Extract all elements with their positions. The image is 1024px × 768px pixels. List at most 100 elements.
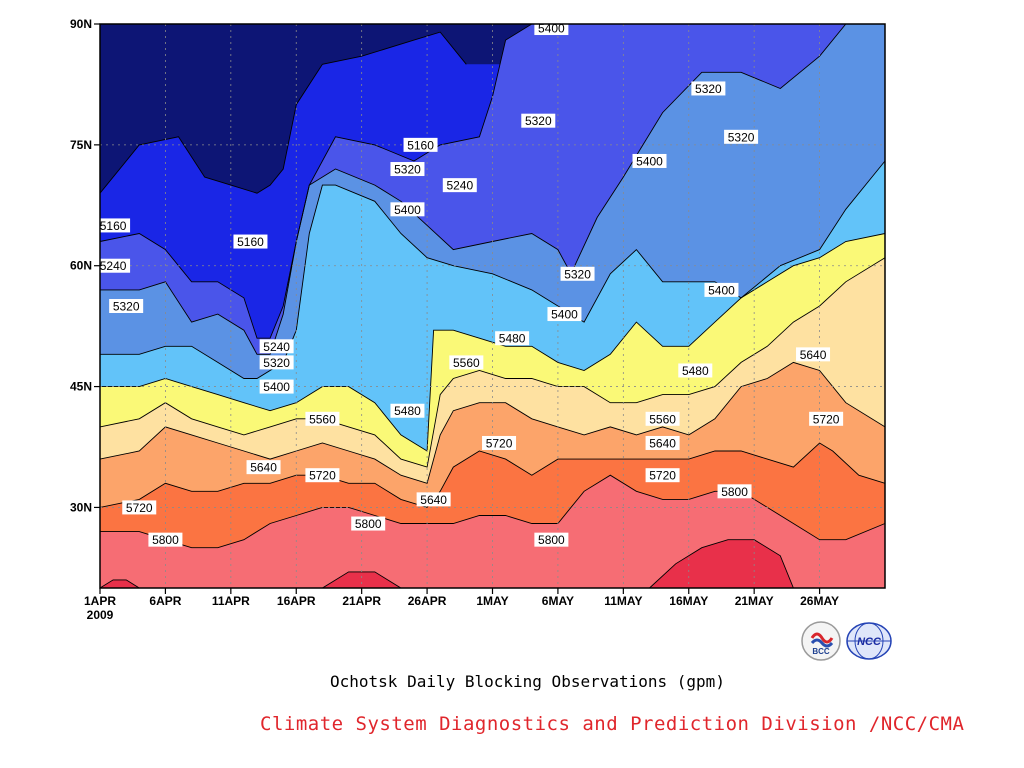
contour-label: 5400	[551, 308, 578, 322]
contour-line-5560	[99, 257, 886, 468]
contour-line-5640	[99, 361, 886, 484]
contour-label-box	[449, 355, 484, 370]
bcc-logo-icon: BCC	[800, 620, 842, 666]
contour-label-box	[390, 162, 425, 177]
contour-label-box	[495, 331, 530, 346]
contour-label: 5320	[263, 356, 290, 370]
contour-label: 5240	[100, 259, 127, 273]
contour-chart: 5400 5160 5240 5320 5320 5400 5320 5320 5400 5160…	[70, 17, 886, 622]
y-tick-label: 60N	[70, 259, 92, 273]
contour-label-box	[645, 435, 680, 450]
contour-label: 5400	[394, 203, 421, 217]
contour-label: 5320	[695, 82, 722, 96]
x-tick-label: 11MAY	[604, 594, 642, 608]
contour-label-box	[148, 532, 183, 547]
contour-label: 5320	[525, 114, 552, 128]
contour-label: 5720	[126, 501, 153, 515]
contour-label: 5320	[728, 130, 755, 144]
contour-label-box	[645, 468, 680, 483]
contour-label-box	[122, 500, 157, 515]
contour-label-box	[678, 363, 713, 378]
contour-line-5720	[99, 442, 886, 508]
contour-label-box	[534, 532, 569, 547]
y-tick-label: 90N	[70, 17, 92, 31]
contour-label-box	[442, 178, 477, 193]
contour-label-box	[645, 411, 680, 426]
contour-label-box	[796, 347, 831, 362]
ncc-logo-icon: NCC	[845, 620, 893, 666]
contour-label: 5240	[263, 340, 290, 354]
contour-label-box	[691, 81, 726, 96]
contour-label: 5800	[721, 485, 748, 499]
contour-label: 5640	[420, 493, 447, 507]
x-tick-label: 21MAY	[735, 594, 774, 608]
contour-label: 5480	[394, 404, 421, 418]
contour-label: 5160	[407, 138, 434, 152]
contour-label-box	[259, 339, 294, 354]
contour-label: 5160	[237, 235, 264, 249]
contour-label: 5240	[446, 179, 473, 193]
contour-label: 5320	[113, 300, 140, 314]
y-tick-label: 75N	[70, 138, 92, 152]
contour-label: 5160	[100, 219, 127, 233]
contour-label: 5640	[250, 461, 277, 475]
contour-label: 5720	[813, 412, 840, 426]
contour-label: 5400	[263, 380, 290, 394]
contour-labels: 5400 5160 5240 5320 5320 5400 5320 5320 5400 5160…	[96, 21, 844, 547]
contour-label-box	[259, 379, 294, 394]
contour-label-box	[351, 516, 386, 531]
contour-label: 5800	[355, 517, 382, 531]
svg-text:NCC: NCC	[857, 636, 882, 648]
y-tick-label: 30N	[70, 500, 92, 514]
contour-label-box	[632, 153, 667, 168]
x-tick-label: 1APR	[84, 594, 116, 608]
contour-label: 5480	[499, 332, 526, 346]
contour-label-box	[416, 492, 451, 507]
x-tick-label: 16APR	[277, 594, 316, 608]
x-tick-label: 6MAY	[542, 594, 574, 608]
contour-label-box	[305, 411, 340, 426]
axes: 30N 45N 60N 75N 90N 1APR 6APR 11APR 16APR 21APR 26…	[70, 17, 886, 622]
contour-label: 5480	[682, 364, 709, 378]
chart-title: Ochotsk Daily Blocking Observations (gpm…	[330, 672, 725, 691]
contour-label-box	[704, 282, 739, 297]
contour-label: 5720	[649, 469, 676, 483]
contour-line-5480	[100, 233, 886, 452]
credit-line: Climate System Diagnostics and Predictio…	[260, 713, 965, 735]
contour-label: 5640	[649, 436, 676, 450]
contour-label-box	[109, 299, 144, 313]
x-tick-label: 1MAY	[476, 594, 508, 608]
contour-label-box	[96, 258, 131, 273]
x-tick-label: 21APR	[342, 594, 381, 608]
contour-label-box	[403, 137, 438, 152]
contour-label-box	[246, 460, 281, 475]
x-tick-label: 26MAY	[800, 594, 839, 608]
contour-line-5160	[99, 31, 467, 194]
contour-label-box	[96, 218, 131, 233]
contour-label: 5720	[486, 436, 513, 450]
contour-label-box	[233, 234, 268, 249]
contour-label: 5800	[538, 533, 565, 547]
contour-label: 5400	[538, 22, 565, 36]
x-tick-label: 16MAY	[669, 594, 708, 608]
contour-label-box	[305, 468, 340, 483]
contour-label: 5560	[453, 356, 480, 370]
x-year-label: 2009	[87, 608, 114, 622]
contour-label-box	[521, 113, 556, 128]
contour-label: 5320	[394, 163, 421, 177]
contour-label-box	[717, 484, 752, 499]
contour-label: 5640	[800, 348, 827, 362]
contour-label-box	[547, 307, 582, 322]
x-tick-label: 26APR	[408, 594, 447, 608]
contour-label: 5320	[564, 267, 591, 281]
contour-label: 5400	[708, 283, 735, 297]
contour-label-box	[809, 411, 844, 426]
x-tick-label: 11APR	[212, 594, 250, 608]
contour-label-box	[482, 435, 517, 450]
contour-label: 5800	[152, 533, 179, 547]
contour-label: 5560	[309, 412, 336, 426]
grid-lines	[100, 24, 885, 588]
y-tick-label: 45N	[70, 380, 92, 394]
contour-label-box	[724, 129, 759, 144]
contour-label: 5560	[649, 412, 676, 426]
